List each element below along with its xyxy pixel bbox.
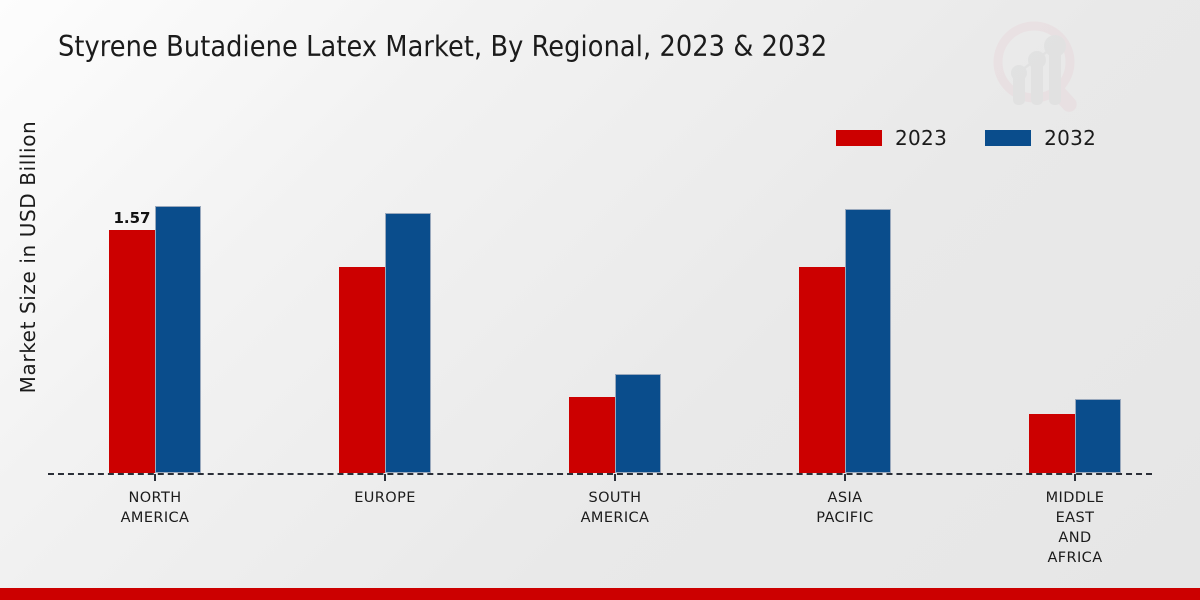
legend-item-2032[interactable]: 2032 [985,126,1096,150]
bar-2032[interactable] [155,205,201,473]
bar-2023[interactable] [1029,414,1075,473]
category-axis-line [48,473,1152,475]
bar-group: EUROPE [337,133,433,506]
axis-tick [844,474,846,481]
bar-2023[interactable] [569,397,615,473]
bar-2023[interactable] [109,230,155,473]
bar-pair [1027,133,1123,473]
category-label: MIDDLE EAST AND AFRICA [1045,490,1105,566]
bar-value-label: 1.57 [113,209,151,228]
category-label: EUROPE [354,490,416,506]
bar-pair [567,133,663,473]
bar-2032[interactable] [615,374,661,473]
bar-2032[interactable] [1075,398,1121,473]
category-label: SOUTH AMERICA [580,490,650,526]
legend-swatch-2032 [985,130,1032,146]
bar-group: ASIA PACIFIC [797,133,893,526]
bar-group: SOUTH AMERICA [567,133,663,526]
chart-legend: 2023 2032 [836,126,1096,150]
category-label: NORTH AMERICA [120,490,190,526]
axis-tick [1074,474,1076,481]
bar-group: 1.57 NORTH AMERICA [107,133,203,526]
axis-tick [384,474,386,481]
legend-item-2023[interactable]: 2023 [836,126,947,150]
bar-2032[interactable] [385,213,431,473]
bar-2032[interactable] [845,208,891,473]
axis-tick [614,474,616,481]
bar-group: MIDDLE EAST AND AFRICA [1027,133,1123,566]
bottom-accent-strip [0,588,1200,600]
axis-tick [154,474,156,481]
legend-label-2023: 2023 [895,126,948,150]
bar-pair: 1.57 [107,133,203,473]
legend-swatch-2023 [836,130,882,146]
category-label: ASIA PACIFIC [816,490,874,526]
bar-pair [797,133,893,473]
legend-label-2032: 2032 [1044,126,1097,150]
chart-title: Styrene Butadiene Latex Market, By Regio… [58,30,828,63]
bar-pair [337,133,433,473]
bar-2023[interactable] [799,267,845,473]
bar-2023[interactable] [339,267,385,473]
